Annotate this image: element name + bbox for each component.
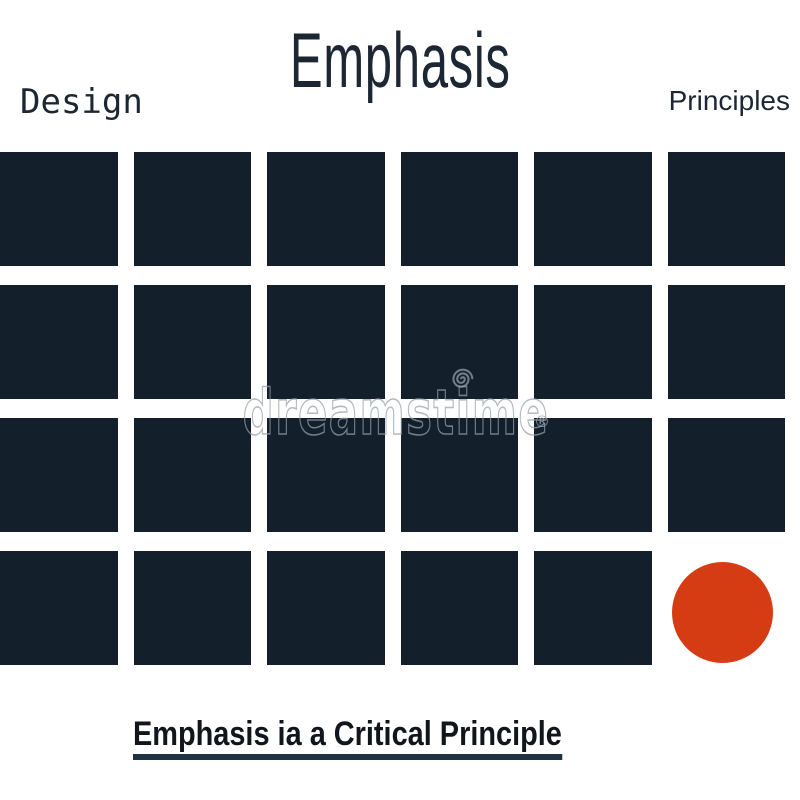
grid-square — [133, 152, 251, 266]
grid-square — [267, 551, 385, 665]
principles-label: Principles — [668, 85, 790, 116]
grid-square — [267, 285, 385, 399]
grid-square — [133, 551, 251, 665]
grid-square — [400, 551, 518, 665]
grid-square — [267, 152, 385, 266]
grid-square — [0, 152, 118, 266]
grid-square — [0, 285, 118, 399]
emphasis-circle — [671, 561, 773, 663]
grid-square — [133, 285, 251, 399]
grid-square — [0, 551, 118, 665]
grid-square — [0, 418, 118, 532]
grid-square — [133, 418, 251, 532]
page-title: Emphasis — [289, 16, 511, 104]
grid-square — [534, 285, 652, 399]
grid-square — [534, 152, 652, 266]
design-label: Design — [20, 82, 143, 122]
grid-square — [534, 418, 652, 532]
caption-text: Emphasis ia a Critical Principle — [133, 716, 562, 760]
accent-circle-cell — [668, 551, 786, 665]
grid-square — [400, 418, 518, 532]
caption-wrap: Emphasis ia a Critical Principle — [133, 716, 638, 760]
grid-square — [400, 285, 518, 399]
grid-square — [667, 152, 785, 266]
squares-grid — [0, 152, 785, 665]
grid-square — [667, 418, 785, 532]
grid-square — [667, 285, 785, 399]
grid-square — [400, 152, 518, 266]
grid-square — [534, 551, 652, 665]
grid-square — [267, 418, 385, 532]
